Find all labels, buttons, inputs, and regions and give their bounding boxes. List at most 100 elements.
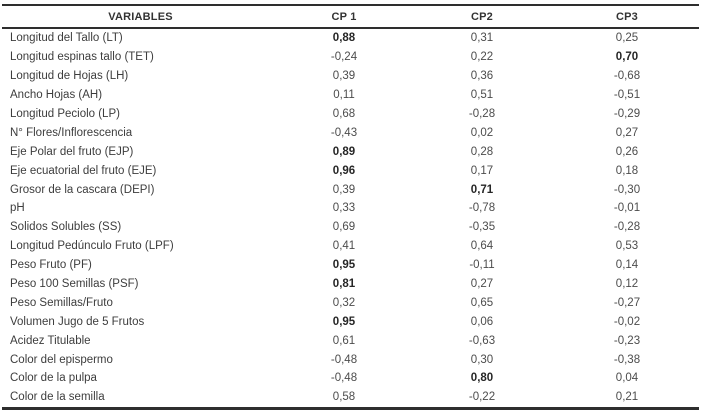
col-header-variables: VARIABLES xyxy=(2,5,279,29)
variable-cell: Color del epispermo xyxy=(10,353,113,366)
variable-cell: Longitud de Hojas (LH) xyxy=(10,70,129,83)
loading-cell-cp3: 0,18 xyxy=(615,164,639,177)
loading-cell-cp2: 0,22 xyxy=(470,51,494,64)
col-header-cp1: CP 1 xyxy=(279,5,409,29)
loading-cell-cp2: -0,35 xyxy=(468,221,496,234)
pca-loadings-table: VARIABLES CP 1 CP2 CP3 Longitud del Tall… xyxy=(2,4,699,410)
variable-cell: Eje Polar del fruto (EJP) xyxy=(10,145,134,158)
table-header-row: VARIABLES CP 1 CP2 CP3 xyxy=(2,5,699,29)
variable-cell: Solidos Solubles (SS) xyxy=(10,221,122,234)
loading-cell-cp1: 0,33 xyxy=(332,202,356,215)
loading-cell-cp2: 0,06 xyxy=(470,315,494,328)
table-row: Peso 100 Semillas (PSF) 0,81 0,27 0,12 xyxy=(2,275,699,294)
loading-cell-cp1: 0,58 xyxy=(332,391,356,404)
table-row: Color de la semilla 0,58 -0,22 0,21 xyxy=(2,388,699,408)
table-row: Longitud Pedúnculo Fruto (LPF) 0,41 0,64 0,… xyxy=(2,237,699,256)
loading-cell-cp3: -0,38 xyxy=(613,353,641,366)
loading-cell-cp3: 0,27 xyxy=(615,126,639,139)
loading-cell-cp3: -0,51 xyxy=(613,89,641,102)
loading-cell-cp2: 0,65 xyxy=(470,296,494,309)
loading-cell-cp1: 0,11 xyxy=(333,89,355,102)
table-row: Solidos Solubles (SS) 0,69 -0,35 -0,28 xyxy=(2,218,699,237)
variable-cell: Eje ecuatorial del fruto (EJE) xyxy=(10,164,157,177)
loading-cell-cp1: -0,48 xyxy=(330,372,358,385)
loading-cell-cp1: 0,95 xyxy=(332,259,356,272)
loading-cell-cp3: 0,25 xyxy=(615,32,639,45)
loading-cell-cp2: 0,28 xyxy=(470,145,494,158)
col-header-cp2: CP2 xyxy=(409,5,555,29)
loading-cell-cp1: 0,81 xyxy=(332,278,356,291)
table-row: Eje Polar del fruto (EJP) 0,89 0,28 0,26 xyxy=(2,142,699,161)
loading-cell-cp2: 0,80 xyxy=(470,372,494,385)
loading-cell-cp2: 0,02 xyxy=(470,126,494,139)
loading-cell-cp1: -0,43 xyxy=(330,126,358,139)
loading-cell-cp1: 0,32 xyxy=(332,296,356,309)
variable-cell: Peso Semillas/Fruto xyxy=(10,296,113,309)
loading-cell-cp1: 0,61 xyxy=(332,334,356,347)
loading-cell-cp2: 0,27 xyxy=(470,278,494,291)
loading-cell-cp3: -0,27 xyxy=(613,296,641,309)
loading-cell-cp1: 0,95 xyxy=(332,315,356,328)
loading-cell-cp3: 0,04 xyxy=(615,372,639,385)
loading-cell-cp3: -0,02 xyxy=(613,315,641,328)
loading-cell-cp3: -0,68 xyxy=(613,70,641,83)
variable-cell: Grosor de la cascara (DEPI) xyxy=(10,183,155,196)
loading-cell-cp3: -0,29 xyxy=(613,108,641,120)
loading-cell-cp1: 0,39 xyxy=(332,183,356,196)
loading-cell-cp2: 0,31 xyxy=(470,32,494,45)
variable-cell: N° Flores/Inflorescencia xyxy=(10,126,133,139)
loading-cell-cp2: 0,51 xyxy=(470,89,494,102)
variable-cell: Acidez Titulable xyxy=(10,334,91,347)
table-row: Longitud Peciolo (LP) 0,68 -0,28 -0,29 xyxy=(2,105,699,124)
loading-cell-cp2: 0,30 xyxy=(470,353,494,366)
loading-cell-cp2: 0,36 xyxy=(470,70,494,83)
loading-cell-cp2: -0,11 xyxy=(469,259,495,272)
loading-cell-cp2: 0,71 xyxy=(470,183,494,196)
loading-cell-cp1: 0,69 xyxy=(332,221,356,234)
loading-cell-cp2: -0,28 xyxy=(468,108,496,120)
col-header-cp3: CP3 xyxy=(555,5,699,29)
loading-cell-cp3: -0,28 xyxy=(613,221,641,234)
variable-cell: Peso Fruto (PF) xyxy=(10,259,92,272)
variable-cell: Longitud espinas tallo (TET) xyxy=(10,51,154,64)
loading-cell-cp1: -0,24 xyxy=(330,51,358,64)
table-row: Volumen Jugo de 5 Frutos 0,95 0,06 -0,02 xyxy=(2,312,699,331)
variable-cell: Longitud del Tallo (LT) xyxy=(10,32,123,45)
table-row: Longitud espinas tallo (TET) -0,24 0,22 0,7… xyxy=(2,48,699,67)
loading-cell-cp2: -0,22 xyxy=(468,391,496,404)
loading-cell-cp1: 0,88 xyxy=(332,32,356,45)
loading-cell-cp3: 0,12 xyxy=(615,278,639,291)
loading-cell-cp2: -0,63 xyxy=(468,334,496,347)
loading-cell-cp1: 0,96 xyxy=(332,164,356,177)
loading-cell-cp3: 0,21 xyxy=(615,391,639,404)
table-row: pH 0,33 -0,78 -0,01 xyxy=(2,199,699,218)
loading-cell-cp3: -0,30 xyxy=(613,183,641,196)
table-row: Peso Semillas/Fruto 0,32 0,65 -0,27 xyxy=(2,293,699,312)
table-row: Longitud de Hojas (LH) 0,39 0,36 -0,68 xyxy=(2,67,699,86)
table-row: Peso Fruto (PF) 0,95 -0,11 0,14 xyxy=(2,256,699,275)
loading-cell-cp3: 0,53 xyxy=(615,240,639,253)
variable-cell: Peso 100 Semillas (PSF) xyxy=(10,278,139,291)
loading-cell-cp1: 0,68 xyxy=(332,108,356,120)
loading-cell-cp1: 0,41 xyxy=(332,240,356,253)
variable-cell: Volumen Jugo de 5 Frutos xyxy=(10,315,145,328)
table-row: Acidez Titulable 0,61 -0,63 -0,23 xyxy=(2,331,699,350)
table-row: Ancho Hojas (AH) 0,11 0,51 -0,51 xyxy=(2,86,699,105)
loading-cell-cp2: -0,78 xyxy=(468,202,496,215)
variable-cell: Longitud Pedúnculo Fruto (LPF) xyxy=(10,240,174,253)
loading-cell-cp3: -0,23 xyxy=(613,334,641,347)
table-row: Eje ecuatorial del fruto (EJE) 0,96 0,17 0,… xyxy=(2,161,699,180)
loading-cell-cp1: 0,89 xyxy=(332,145,356,158)
loading-cell-cp3: 0,14 xyxy=(615,259,639,272)
loading-cell-cp3: -0,01 xyxy=(613,202,641,215)
table-row: Color de la pulpa -0,48 0,80 0,04 xyxy=(2,369,699,388)
table-row: Longitud del Tallo (LT) 0,88 0,31 0,25 xyxy=(2,28,699,48)
table-row: Grosor de la cascara (DEPI) 0,39 0,71 -0,30 xyxy=(2,180,699,199)
loading-cell-cp1: 0,39 xyxy=(332,70,356,83)
variable-cell: pH xyxy=(10,202,25,215)
table-row: N° Flores/Inflorescencia -0,43 0,02 0,27 xyxy=(2,123,699,142)
loading-cell-cp3: 0,70 xyxy=(615,51,639,64)
variable-cell: Color de la semilla xyxy=(10,391,105,404)
loading-cell-cp2: 0,17 xyxy=(470,164,494,177)
